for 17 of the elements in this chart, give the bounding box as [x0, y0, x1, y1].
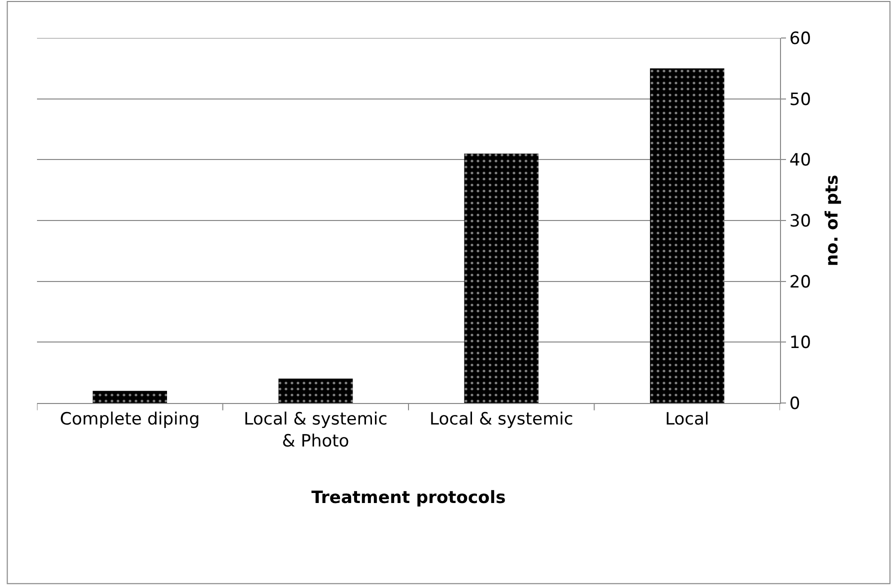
y-axis-title: no. of pts [822, 174, 842, 266]
bar [650, 68, 724, 403]
bar [464, 154, 539, 403]
x-tick-label: Local & systemic & Photo [244, 409, 388, 452]
bar [278, 378, 353, 403]
bar [92, 390, 168, 403]
x-tick-label: Local & systemic [430, 409, 574, 430]
y-tick-label: 30 [789, 211, 812, 232]
y-tick-label: 40 [789, 150, 812, 171]
y-tick-label: 60 [789, 28, 812, 49]
y-tick-label: 50 [789, 90, 812, 110]
x-tick-label: Local [665, 409, 710, 430]
x-axis-title: Treatment protocols [311, 488, 506, 508]
x-tick-label: Complete diping [60, 409, 200, 430]
y-tick-label: 20 [789, 272, 812, 292]
y-tick-label: 0 [789, 394, 800, 414]
y-tick-label: 10 [789, 333, 812, 354]
